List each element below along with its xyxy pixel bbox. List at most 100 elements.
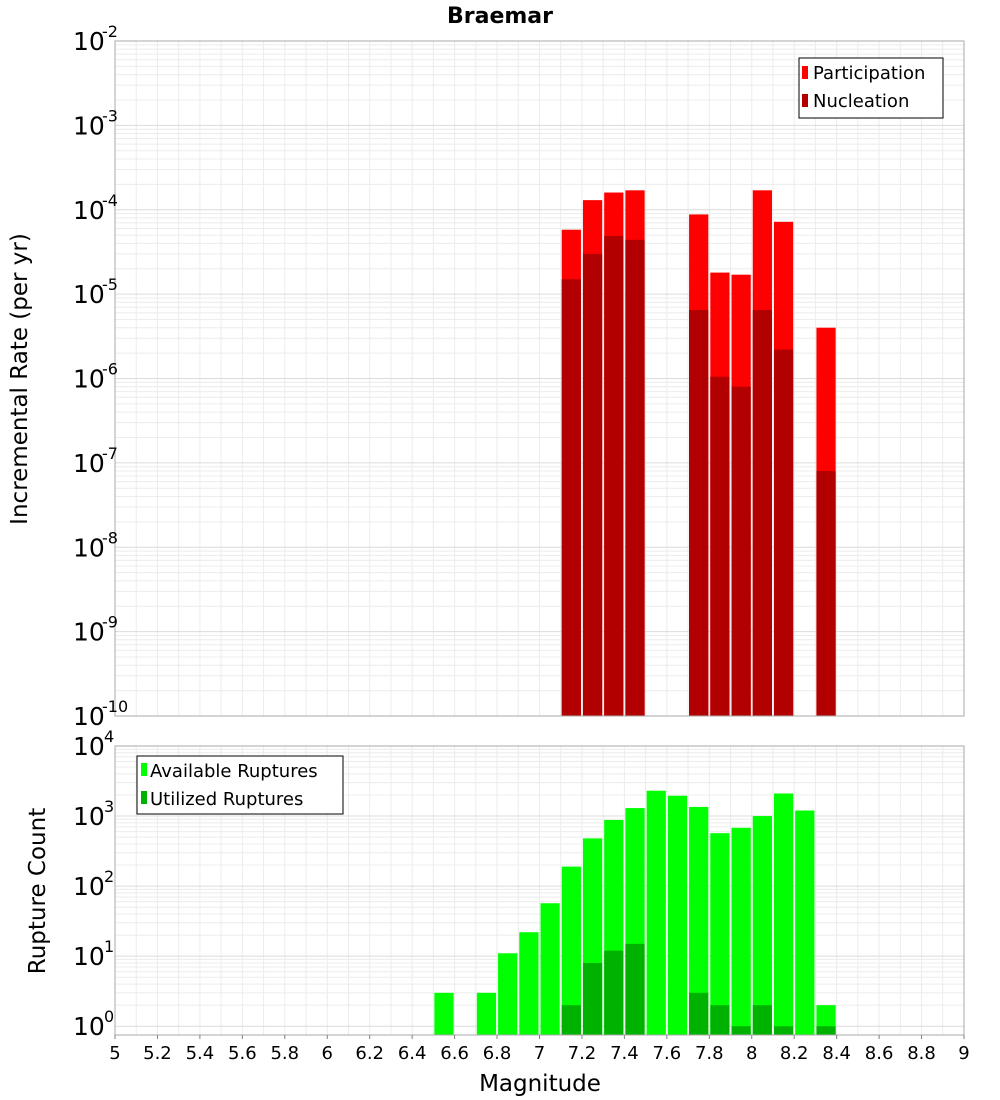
nucleation-bar (816, 471, 836, 716)
count-y-tick-exponent: 3 (104, 797, 114, 816)
nucleation-bar (773, 349, 794, 716)
count-y-tick-exponent: 0 (104, 1007, 114, 1026)
utilized-ruptures-bar (625, 943, 645, 1035)
available-ruptures-bar (476, 992, 497, 1035)
nucleation-bar (625, 239, 645, 716)
available-ruptures-bar (434, 992, 454, 1035)
count-y-tick-label: 10 1 (73, 937, 114, 971)
count-x-ticks: 5 5.2 5.4 5.6 5.8 6 6.2 6.4 6.6 6.8 7 7.2 7.4 7.6 7.8 8… (109, 1035, 970, 1064)
chart-title: Braemar (447, 4, 553, 29)
rate-bars (561, 190, 836, 717)
nucleation-bar (561, 279, 581, 716)
x-axis-label: Magnitude (479, 1071, 601, 1097)
count-legend-box (136, 755, 344, 815)
x-tick-label: 6.2 (355, 1043, 384, 1064)
count-y-tick-label: 10 0 (73, 1007, 114, 1041)
rate-y-tick-base: 10 (73, 196, 105, 225)
nucleation-bar (582, 253, 603, 716)
x-tick-label: 5.6 (228, 1043, 257, 1064)
count-bars (434, 790, 836, 1035)
x-tick-label: 5.4 (186, 1043, 215, 1064)
rate-y-tick-exponent: -6 (102, 360, 118, 379)
rate-y-tick-base: 10 (73, 618, 105, 647)
count-y-tick-base: 10 (73, 942, 105, 971)
rate-y-tick-base: 10 (73, 449, 105, 478)
rate-y-tick-label: 10-8 (73, 528, 118, 562)
available-ruptures-bar (667, 795, 688, 1035)
rate-legend: Participation Nucleation (798, 57, 944, 119)
count-legend: Available Ruptures Utilized Ruptures (136, 755, 344, 815)
nucleation-bar (710, 376, 730, 716)
count-y-tick-base: 10 (73, 872, 105, 901)
rate-y-tick-base: 10 (73, 280, 105, 309)
utilized-ruptures-bar (731, 1026, 751, 1035)
x-tick-label: 7 (534, 1043, 545, 1064)
x-tick-label: 8.2 (780, 1043, 809, 1064)
nucleation-legend-label: Nucleation (813, 91, 909, 112)
utilized-legend-label: Utilized Ruptures (150, 789, 303, 810)
count-y-tick-exponent: 2 (104, 867, 114, 886)
available-ruptures-bar (752, 816, 772, 1035)
rate-y-tick-label: 10-3 (73, 106, 118, 140)
available-legend-label: Available Ruptures (150, 761, 318, 782)
rate-y-tick-base: 10 (73, 365, 105, 394)
available-ruptures-bar (689, 806, 709, 1035)
rate-y-tick-base: 10 (73, 533, 105, 562)
count-y-tick-exponent: 4 (104, 727, 114, 746)
available-ruptures-bar (561, 866, 581, 1035)
rate-y-tick-label: 10-4 (73, 191, 118, 225)
participation-legend-swatch (802, 66, 808, 79)
utilized-ruptures-bar (773, 1026, 794, 1035)
available-ruptures-bar (731, 827, 751, 1035)
utilized-ruptures-bar (604, 950, 624, 1035)
nucleation-bar (689, 309, 709, 716)
rate-y-tick-exponent: -3 (102, 106, 118, 125)
nucleation-bar (604, 235, 624, 716)
rate-plot-frame (114, 40, 965, 717)
x-tick-label: 6.8 (483, 1043, 512, 1064)
rate-y-tick-base: 10 (73, 111, 105, 140)
available-ruptures-bar (773, 793, 794, 1035)
count-y-tick-base: 10 (73, 802, 105, 831)
x-tick-label: 7.8 (695, 1043, 724, 1064)
utilized-ruptures-bar (752, 1005, 772, 1035)
available-ruptures-bar (795, 810, 815, 1035)
count-y-tick-label: 10 4 (73, 727, 114, 761)
count-y-axis-label: Rupture Count (25, 808, 51, 974)
available-legend-swatch (141, 763, 147, 776)
x-tick-label: 8 (746, 1043, 757, 1064)
rate-y-tick-exponent: -5 (102, 275, 118, 294)
count-y-tick-label: 10 2 (73, 867, 114, 901)
rate-y-tick-exponent: -4 (102, 191, 118, 210)
rate-y-tick-exponent: -10 (102, 697, 128, 716)
x-tick-label: 7.4 (610, 1043, 639, 1064)
nucleation-legend-swatch (802, 94, 808, 107)
available-ruptures-bar (646, 790, 666, 1035)
available-ruptures-bar (519, 932, 539, 1035)
count-y-tick-exponent: 1 (104, 937, 114, 956)
rate-y-tick-exponent: -8 (102, 528, 118, 547)
rate-y-tick-exponent: -9 (102, 613, 118, 632)
x-tick-label: 8.8 (907, 1043, 936, 1064)
utilized-ruptures-bar (689, 992, 709, 1035)
utilized-ruptures-bar (582, 962, 603, 1035)
utilized-ruptures-bar (710, 1005, 730, 1035)
count-y-tick-base: 10 (73, 1012, 105, 1041)
count-y-tick-base: 10 (73, 732, 105, 761)
utilized-ruptures-bar (816, 1026, 836, 1035)
rate-y-tick-label: 10-5 (73, 275, 118, 309)
available-ruptures-bar (710, 833, 730, 1035)
x-tick-label: 5.2 (143, 1043, 172, 1064)
rate-y-tick-label: 10-9 (73, 613, 118, 647)
available-ruptures-bar (540, 903, 560, 1035)
rate-y-tick-label: 10-2 (73, 22, 118, 56)
participation-legend-label: Participation (813, 63, 925, 84)
x-tick-label: 6.6 (440, 1043, 469, 1064)
rate-y-tick-exponent: -7 (102, 444, 118, 463)
rate-legend-box (798, 57, 944, 119)
x-tick-label: 6.4 (398, 1043, 427, 1064)
